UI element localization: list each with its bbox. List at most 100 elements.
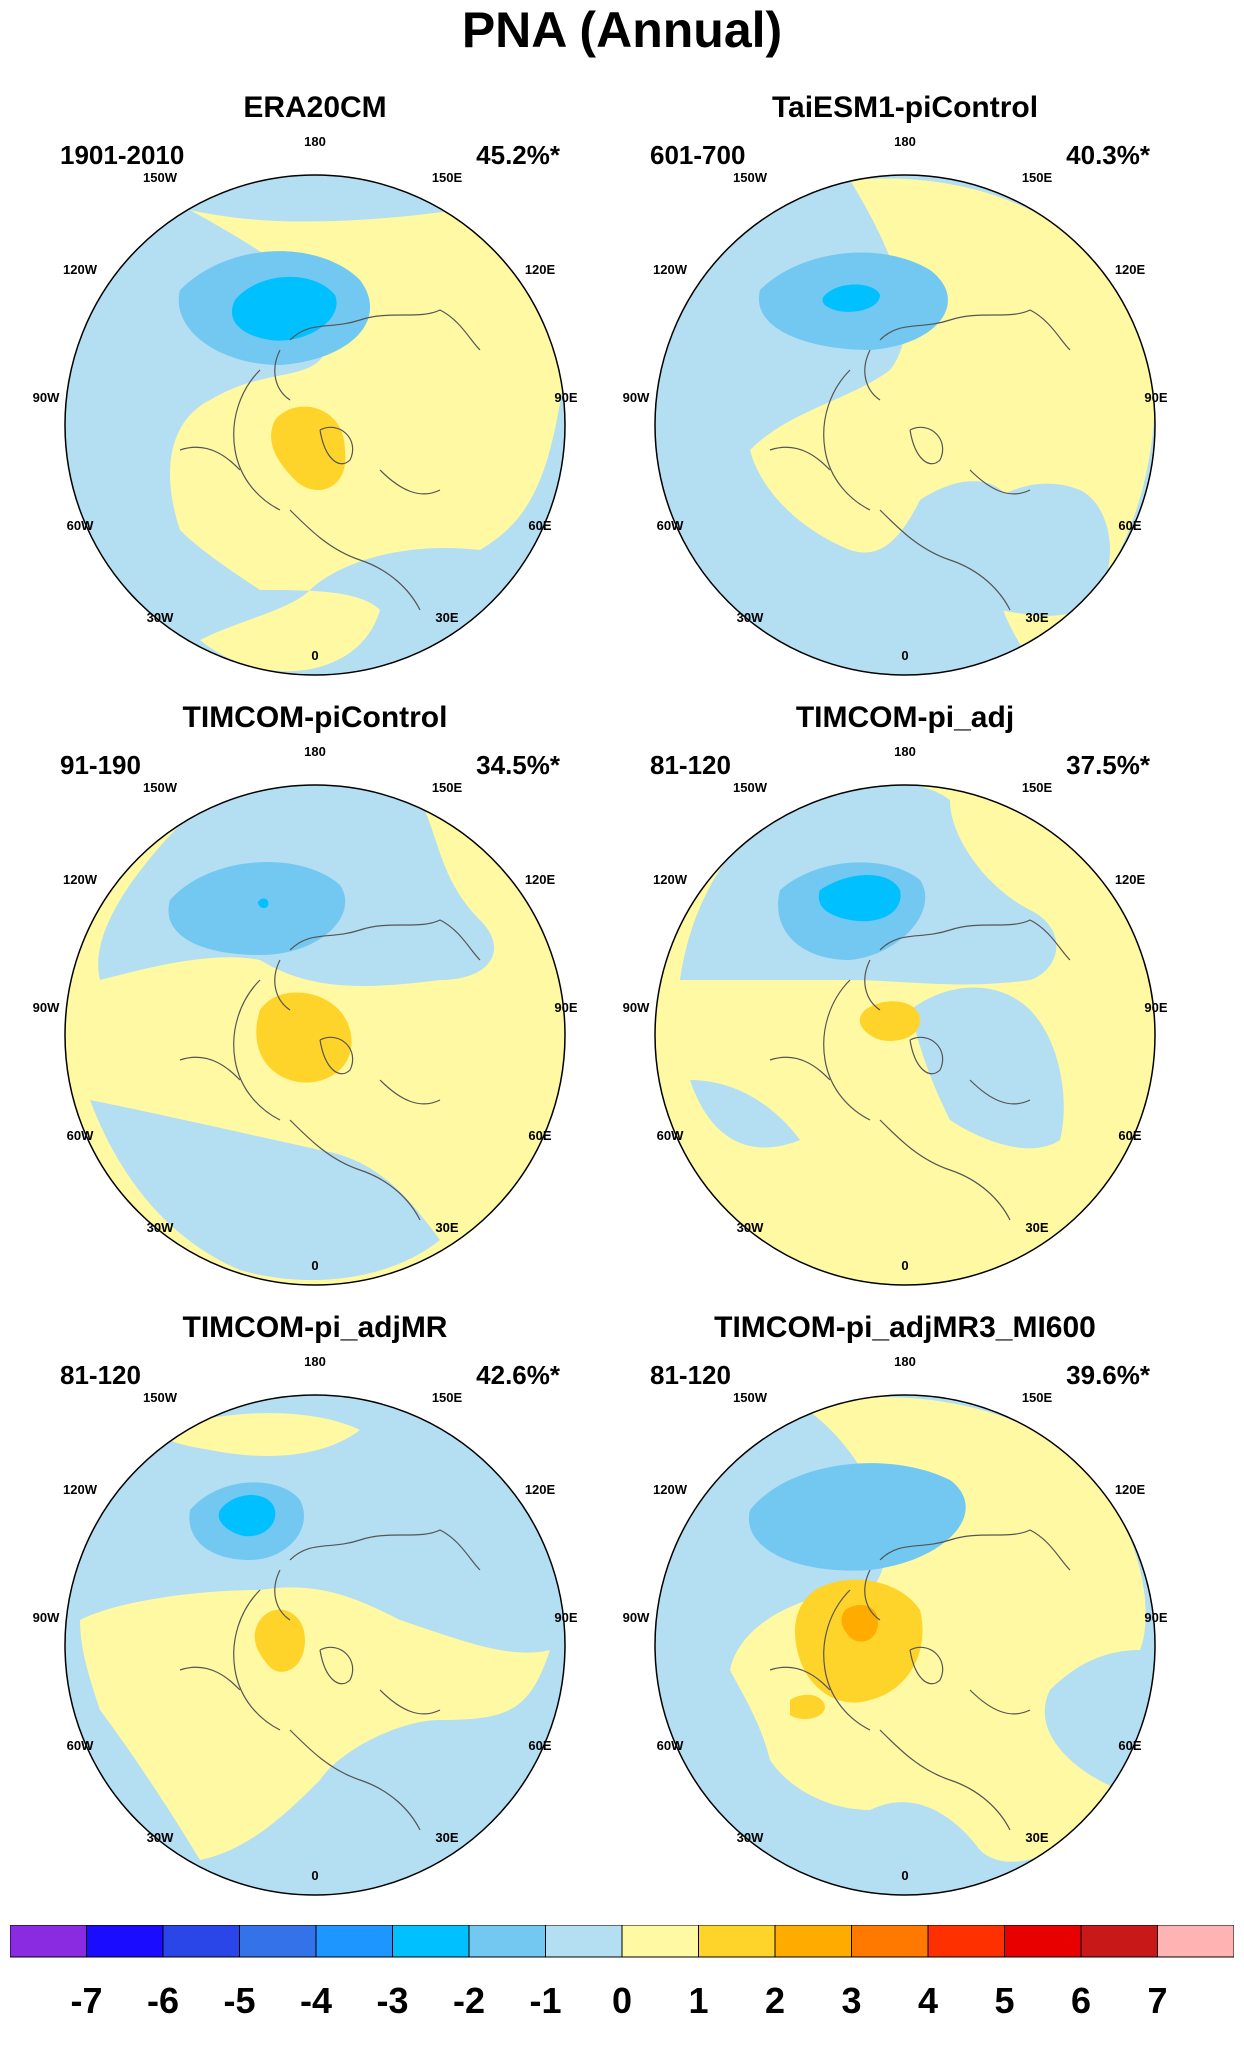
coastline [274,349,291,401]
anomaly-region [818,875,901,922]
map-boundary [64,784,566,1286]
coastline [179,1056,241,1081]
coastline [379,469,441,495]
longitude-label: 120E [525,262,556,277]
longitude-label: 180 [894,1354,916,1369]
panel-title: TaiESM1-piControl [771,91,1039,124]
map-panel: TIMCOM-pi_adj 81-120 37.5%* 180 150E 120E 90E 6… [610,700,1200,1290]
polar-map: 180 150E 120E 90E 60E 30E 0 30W 60W 90W 120W 150W [33,1354,578,1896]
anomaly-region [730,1397,1146,1862]
coastline [319,1646,354,1685]
anomaly-region [80,1587,550,1860]
coastline [233,1589,281,1731]
longitude-label: 120W [63,1482,98,1497]
colorbar-swatch [1157,1925,1234,1958]
panel-title: TIMCOM-pi_adjMR3_MI600 [714,1311,1096,1344]
longitude-label: 60W [657,1738,684,1753]
anomaly-region [790,1694,825,1720]
coastline [879,309,1071,351]
coastline [379,1079,441,1105]
map-panel: ERA20CM 1901-2010 45.2%* 180 150E 120E 90E 60E 3… [20,90,610,680]
longitude-label: 120E [525,1482,556,1497]
longitude-label: 150W [143,170,178,185]
longitude-label: 0 [901,1258,908,1273]
colorbar-tick-label: -5 [223,1980,255,2021]
colorbar-swatch [774,1925,852,1958]
polar-map: 180 150E 120E 90E 60E 30E 0 30W 60W 90W 120W 150W [623,1354,1168,1896]
longitude-label: 90E [554,390,577,405]
anomaly-region [841,1605,879,1642]
longitude-label: 60E [528,1128,551,1143]
colorbar-tick-label: 6 [1071,1980,1091,2021]
longitude-label: 180 [304,1354,326,1369]
longitude-label: 0 [311,648,318,663]
longitude-label: 30E [1025,1830,1048,1845]
anomaly-region [90,1100,440,1280]
polar-map: 180 150E 120E 90E 60E 30E 0 30W 60W 90W 120W 150W [623,134,1168,676]
longitude-label: 90W [33,1610,60,1625]
coastline [289,1529,481,1571]
longitude-label: 90W [33,1000,60,1015]
polar-map: 180 150E 120E 90E 60E 30E 0 30W 60W 90W 120W 150W [623,744,1168,1286]
coastline [909,1036,944,1075]
longitude-label: 150W [143,1390,178,1405]
map-panel: TIMCOM-piControl 91-190 34.5%* 180 150E 120E 9… [20,700,610,1290]
panel-variance: 42.6%* [476,1360,560,1390]
anomaly-region [168,862,346,955]
longitude-label: 90E [554,1000,577,1015]
colorbar-swatch [545,1925,623,1958]
longitude-label: 90W [623,1000,650,1015]
coastline [823,979,871,1121]
longitude-label: 30E [435,1220,458,1235]
map-panel: TaiESM1-piControl 601-700 40.3%* 180 150E 120… [610,90,1200,680]
colorbar-swatch [468,1925,546,1958]
longitude-label: 90E [554,1610,577,1625]
colorbar-swatch [1080,1925,1158,1958]
longitude-label: 60E [1118,1738,1141,1753]
coastline [879,1119,1011,1221]
coastline [909,1646,944,1685]
colorbar-tick-label: 0 [612,1980,632,2021]
longitude-label: 30W [147,610,174,625]
colorbar-tick-label: 3 [841,1980,861,2021]
coastline [864,959,881,1011]
longitude-label: 30W [737,1830,764,1845]
longitude-label: 180 [894,134,916,149]
colorbar-tick-label: -6 [147,1980,179,2021]
coastline [274,1569,291,1621]
anomaly-region [822,284,880,312]
polar-map: 180 150E 120E 90E 60E 30E 0 30W 60W 90W 120W 150W [33,744,578,1286]
map-boundary [654,784,1156,1286]
coastline [879,1529,1071,1571]
longitude-label: 0 [311,1258,318,1273]
map-boundary [654,174,1156,676]
colorbar-tick-label: 7 [1147,1980,1167,2021]
longitude-label: 120W [653,262,688,277]
anomaly-region [254,1609,305,1672]
longitude-label: 30E [1025,1220,1048,1235]
colorbar-swatch [621,1925,699,1958]
map-boundary [64,174,566,676]
coastline [969,1079,1031,1105]
longitude-label: 90E [1144,1610,1167,1625]
panel-variance: 37.5%* [1066,750,1150,780]
colorbar: -7 -6 -5 -4 -3 -2 -1 0 1 2 3 4 5 6 7 [10,1925,1234,2021]
coastline [864,1569,881,1621]
longitude-label: 150W [733,170,768,185]
coastline [379,1689,441,1715]
polar-map: 180 150E 120E 90E 60E 30E 0 30W 60W 90W 120W 150W [33,134,578,676]
anomaly-region [170,210,565,672]
colorbar-tick-label: 5 [994,1980,1014,2021]
longitude-label: 30W [147,1830,174,1845]
colorbar-swatch [162,1925,240,1958]
colorbar-tick-label: -1 [529,1980,561,2021]
coastline [233,979,281,1121]
longitude-label: 60E [528,1738,551,1753]
longitude-label: 60W [67,1738,94,1753]
anomaly-region [859,1001,920,1041]
colorbar-swatch [392,1925,470,1958]
colorbar-swatch [239,1925,317,1958]
anomaly-region [690,1080,800,1148]
colorbar-tick-label: 4 [918,1980,938,2021]
colorbar-swatch [927,1925,1005,1958]
